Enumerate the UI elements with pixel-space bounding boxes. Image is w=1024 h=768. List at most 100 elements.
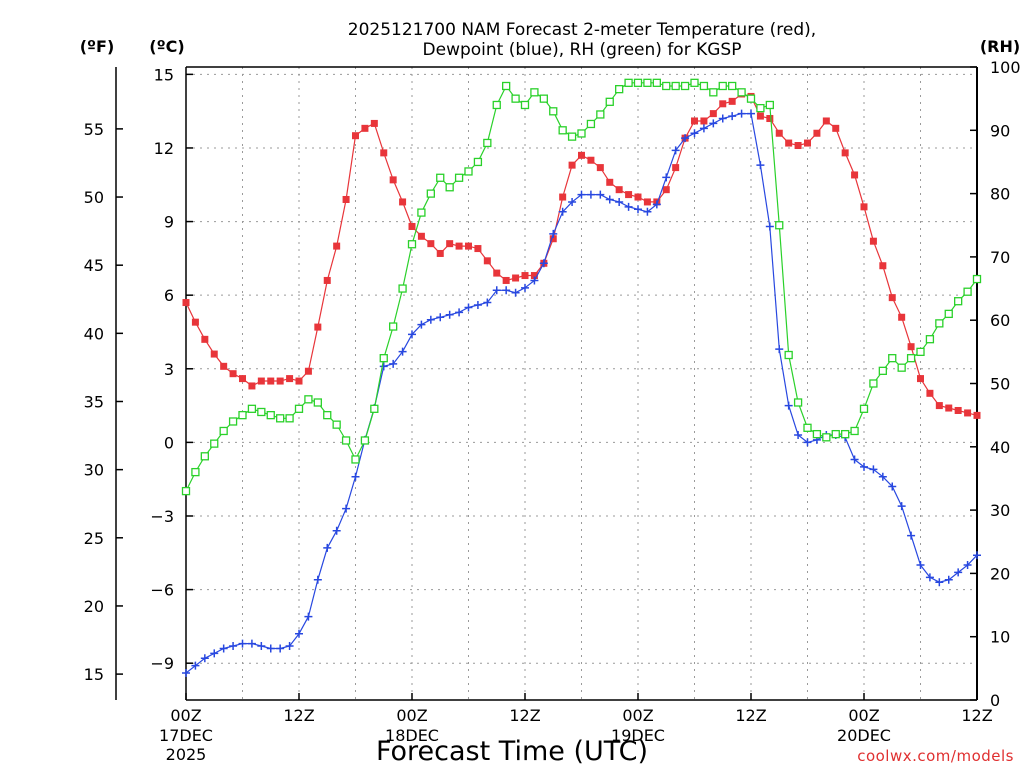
rh-point — [323, 410, 332, 420]
celsius-tick-label: −3 — [150, 507, 174, 526]
temperature-point — [945, 404, 953, 412]
celsius-tick-label: 12 — [154, 139, 174, 158]
dewpoint-point — [973, 551, 981, 560]
rh-point — [238, 410, 247, 420]
rh-point — [200, 452, 209, 461]
rh-point — [511, 94, 520, 103]
temperature-point — [625, 191, 633, 199]
temperature-point — [728, 97, 736, 105]
rh-tick-label: 60 — [990, 311, 1010, 330]
rh-tick-label: 20 — [990, 564, 1010, 583]
dewpoint-point — [662, 173, 671, 182]
dewpoint-point — [596, 190, 605, 199]
celsius-tick-label: 6 — [164, 286, 174, 305]
dewpoint-point — [436, 313, 445, 322]
rh-point — [520, 100, 530, 110]
rh-point — [963, 287, 972, 296]
x-tick-label: 00Z — [622, 706, 653, 725]
dewpoint-point — [794, 431, 803, 440]
dewpoint-point — [709, 119, 718, 128]
dewpoint-point — [907, 531, 916, 540]
rh-point — [925, 335, 935, 344]
rh-point — [624, 78, 633, 87]
dewpoint-point — [332, 526, 341, 535]
fahrenheit-tick-label: 30 — [84, 461, 104, 480]
temperature-point — [587, 156, 595, 164]
dewpoint-point — [511, 288, 520, 297]
celsius-tick-label: 3 — [164, 360, 174, 379]
dewpoint-point — [417, 320, 426, 329]
rh-point — [332, 420, 341, 429]
dewpoint-point — [266, 644, 275, 653]
rh-point — [219, 426, 228, 436]
rh-point — [859, 404, 869, 413]
x-tick-label: 00Z — [848, 706, 879, 725]
rh-point — [756, 103, 765, 113]
dewpoint-point — [323, 543, 332, 552]
rh-point — [313, 398, 322, 407]
dewpoint-point — [285, 642, 294, 651]
rh-point — [398, 284, 407, 293]
dewpoint-point — [521, 283, 529, 292]
temperature-point — [860, 203, 868, 211]
rh-tick-label: 90 — [990, 121, 1010, 140]
rh-point — [539, 94, 548, 103]
temperature-point — [333, 242, 341, 250]
rh-point — [916, 347, 925, 357]
temperature-point — [832, 124, 840, 132]
temperature-point — [804, 139, 811, 147]
temperature-point — [822, 117, 830, 125]
dewpoint-point — [558, 207, 567, 216]
temperature-point — [483, 257, 491, 265]
credit-text: coolwx.com/models — [857, 747, 1014, 765]
temperature-point — [596, 164, 604, 172]
temperature-point — [286, 375, 294, 383]
temperature-point — [455, 242, 463, 250]
rh-point — [897, 363, 906, 372]
rh-point — [793, 398, 803, 407]
rh-point — [954, 297, 963, 306]
rh-point — [737, 88, 746, 97]
temperature-point — [907, 343, 915, 351]
rh-point — [407, 240, 417, 249]
dewpoint-point — [728, 112, 737, 121]
fahrenheit-tick-label: 55 — [84, 120, 104, 139]
fahrenheit-tick-label: 50 — [84, 188, 104, 207]
temperature-point — [257, 377, 265, 385]
temperature-point — [210, 350, 218, 358]
rh-point — [558, 126, 567, 135]
rh-point — [662, 81, 671, 91]
gridlines — [186, 67, 977, 700]
fahrenheit-tick-label: 25 — [84, 529, 104, 548]
dewpoint-point — [878, 472, 887, 481]
rh-point — [567, 132, 577, 141]
rh-point — [633, 78, 643, 87]
dewpoint-point — [502, 286, 511, 295]
dewpoint-point — [718, 114, 727, 123]
rh-point — [464, 167, 473, 176]
rh-point — [850, 426, 859, 436]
temperature-point — [352, 132, 359, 140]
celsius-tick-label: −6 — [150, 581, 174, 600]
rh-point — [596, 110, 605, 119]
dewpoint-point — [643, 207, 652, 216]
x-date-label: 17DEC — [159, 726, 213, 745]
celsius-tick-label: −9 — [150, 654, 174, 673]
chart-title-line-2: Dewpoint (blue), RH (green) for KGSP — [423, 40, 742, 60]
rh-point — [304, 395, 313, 404]
rh-point — [728, 81, 737, 91]
rh-point — [426, 189, 435, 198]
dewpoint-point — [586, 190, 595, 199]
dewpoint-point — [530, 276, 539, 285]
temperature-point — [766, 115, 774, 123]
temperature-point — [917, 375, 924, 383]
rh-point — [765, 100, 774, 110]
rh-unit-label: (RH) — [980, 37, 1020, 56]
temperature-point — [427, 240, 435, 248]
temperature-point — [898, 313, 906, 321]
temperature-point — [775, 129, 783, 137]
temperature-point — [248, 382, 256, 390]
dewpoint-point — [398, 347, 407, 356]
rh-point — [972, 274, 982, 284]
rh-point — [841, 429, 850, 439]
